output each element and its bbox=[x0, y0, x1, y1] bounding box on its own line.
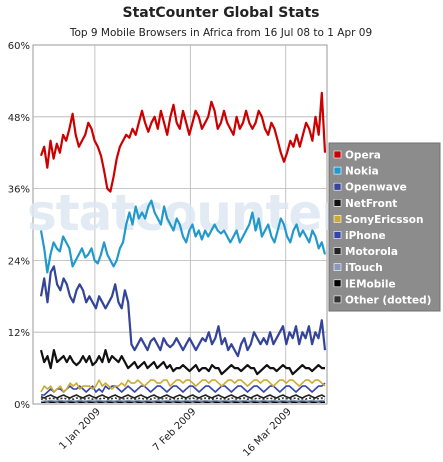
series-line-itouch bbox=[40, 399, 326, 403]
y-tick-label: 12% bbox=[8, 328, 30, 339]
legend-label: Opera bbox=[345, 150, 381, 162]
legend-label: Nokia bbox=[345, 166, 379, 178]
legend-label: NetFront bbox=[345, 198, 397, 210]
x-tick-label: 7 Feb 2009 bbox=[151, 406, 198, 453]
chart-title: StatCounter Global Stats bbox=[122, 5, 319, 21]
legend-swatch bbox=[333, 247, 342, 255]
y-tick-label: 60% bbox=[8, 41, 30, 52]
legend-label: iTouch bbox=[345, 262, 383, 274]
series-line-openwave bbox=[39, 265, 327, 358]
legend-swatch bbox=[333, 231, 342, 239]
legend: Opera Nokia Openwave NetFront SonyEricsson iP… bbox=[328, 142, 441, 312]
series-line-opera bbox=[39, 91, 327, 193]
series-line-iphone bbox=[41, 382, 326, 396]
series-line-other-dotted bbox=[40, 397, 326, 401]
plot-area: 0% 12% 24% 36% 48% 60% 1 Jan 2009 7 Feb 2009 16 … bbox=[8, 41, 348, 459]
legend-label: SonyEricsson bbox=[345, 214, 423, 226]
legend-swatch bbox=[333, 199, 342, 207]
legend-swatch bbox=[333, 215, 342, 223]
legend-swatch bbox=[333, 166, 342, 175]
legend-swatch bbox=[333, 182, 342, 191]
legend-label: Motorola bbox=[345, 246, 398, 258]
legend-label: Other (dotted) bbox=[345, 294, 431, 306]
y-tick-label: 24% bbox=[8, 256, 30, 267]
legend-label: iPhone bbox=[345, 230, 386, 242]
legend-label: Openwave bbox=[345, 182, 407, 194]
series-line-netfront bbox=[39, 349, 325, 376]
series-line-motorola bbox=[40, 394, 326, 399]
legend-swatch bbox=[333, 263, 342, 272]
legend-swatch bbox=[333, 279, 342, 288]
legend-swatch bbox=[333, 295, 342, 304]
chart-subtitle: Top 9 Mobile Browsers in Africa from 16 … bbox=[69, 27, 372, 39]
legend-swatch bbox=[333, 150, 342, 159]
series-line-sonyericsson bbox=[40, 379, 326, 393]
y-tick-label: 0% bbox=[14, 400, 30, 411]
y-tick-label: 48% bbox=[8, 113, 30, 124]
x-tick-label: 16 Mar 2009 bbox=[241, 406, 294, 459]
legend-label: IEMobile bbox=[345, 278, 396, 290]
y-tick-label: 36% bbox=[8, 185, 30, 196]
legend-box bbox=[328, 142, 441, 312]
series-line-nokia bbox=[39, 199, 327, 274]
x-tick-label: 1 Jan 2009 bbox=[57, 406, 103, 452]
